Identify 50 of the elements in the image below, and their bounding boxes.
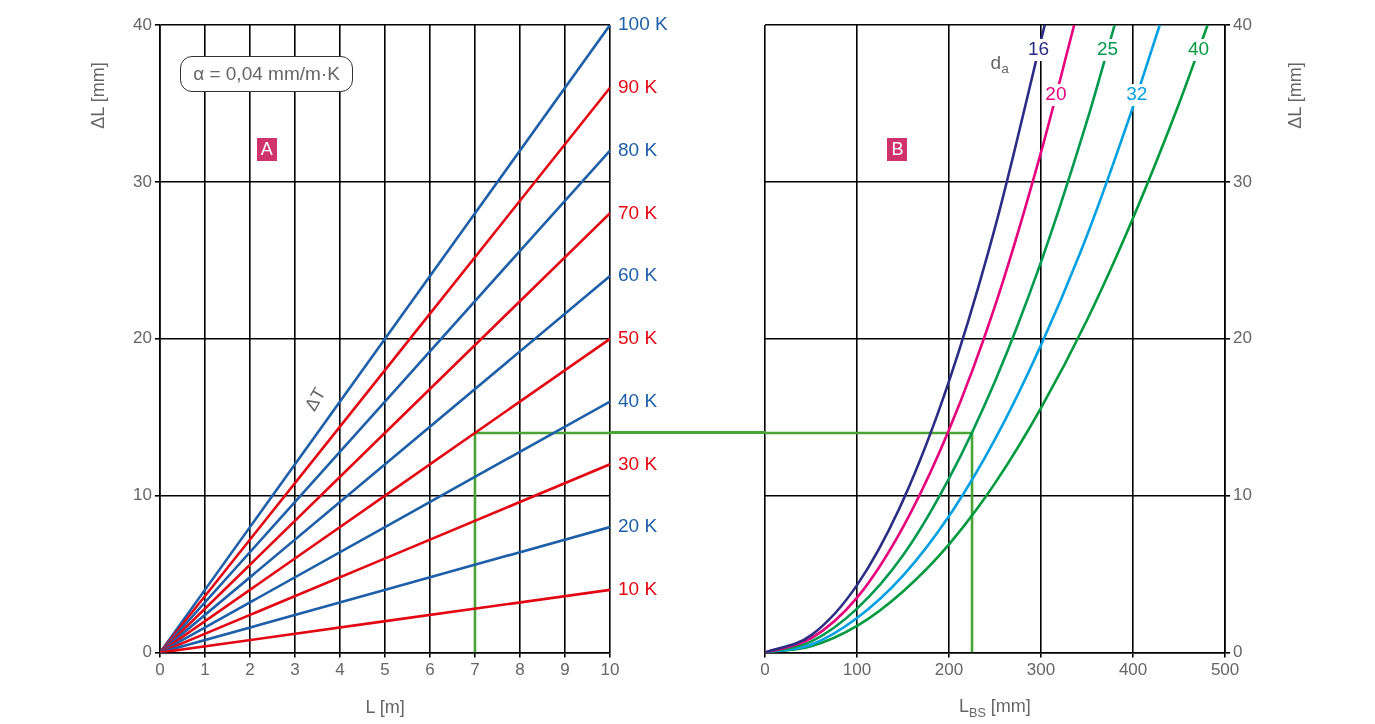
x-tick-label: 10 (600, 660, 620, 680)
annotation: α = 0,04 mm/m·K (180, 56, 353, 93)
series-label: 30 K (618, 452, 658, 474)
series-label: 80 K (618, 138, 658, 160)
x-tick-label: 7 (470, 660, 480, 680)
x-tick-label: 300 (1026, 660, 1056, 680)
x-tick-label: 400 (1118, 660, 1148, 680)
y-tick-label: 20 (132, 328, 152, 348)
x-axis-title: L [m] (365, 697, 405, 719)
x-axis-title: L$_{BS}$ [mm] (959, 695, 1031, 720)
series-label: 20 (1045, 83, 1067, 105)
x-tick-label: 8 (515, 660, 525, 680)
x-tick-label: 3 (290, 660, 300, 680)
series-label: 90 K (618, 75, 658, 97)
x-tick-label: 100 (842, 660, 872, 680)
x-tick-label: 0 (155, 660, 165, 680)
x-tick-label: 0 (760, 660, 770, 680)
series-label: 70 K (618, 201, 658, 223)
series-label: 32 (1126, 83, 1148, 105)
x-tick-label: 2 (245, 660, 255, 680)
series-label: 25 (1096, 38, 1119, 60)
x-tick-label: 5 (380, 660, 390, 680)
x-tick-label: 200 (934, 660, 964, 680)
y2-tick-label: 30 (1233, 171, 1253, 191)
annotation: ΔT (300, 384, 331, 415)
series-label: 60 K (618, 264, 658, 286)
x-tick-label: 500 (1210, 660, 1240, 680)
series-label: 40 (1187, 38, 1210, 60)
y2-tick-label: 20 (1233, 328, 1253, 348)
annotation: A (256, 137, 277, 161)
y2-axis-title: ΔL [mm] (1284, 61, 1306, 129)
series-label: 100 K (618, 13, 668, 35)
y2-tick-label: 10 (1233, 485, 1253, 505)
y-tick-label: 40 (132, 14, 152, 34)
y-tick-label: 30 (132, 171, 152, 191)
y-tick-label: 10 (132, 485, 152, 505)
series-label: 10 K (618, 578, 658, 600)
annotation: B (887, 137, 908, 161)
x-tick-label: 9 (560, 660, 570, 680)
series-label: 50 K (618, 327, 658, 349)
y2-tick-label: 40 (1233, 14, 1253, 34)
series-label: 16 (1028, 38, 1050, 60)
series-label: 20 K (618, 515, 658, 537)
y-tick-label: 0 (142, 642, 152, 662)
x-tick-label: 6 (425, 660, 435, 680)
x-tick-label: 4 (335, 660, 345, 680)
y-axis-title: ΔL [mm] (87, 61, 109, 129)
x-tick-label: 1 (200, 660, 210, 680)
y2-tick-label: 0 (1233, 642, 1243, 662)
series-label: 40 K (618, 389, 658, 411)
